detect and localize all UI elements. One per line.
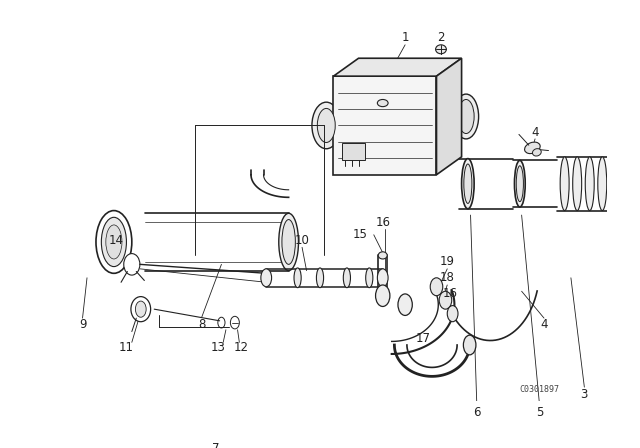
Ellipse shape xyxy=(585,157,594,211)
Bar xyxy=(333,76,436,175)
Ellipse shape xyxy=(461,159,474,209)
Ellipse shape xyxy=(317,108,335,142)
Text: 3: 3 xyxy=(580,388,588,401)
Ellipse shape xyxy=(516,166,524,202)
Ellipse shape xyxy=(458,99,474,134)
Ellipse shape xyxy=(636,151,640,231)
Text: C0301897: C0301897 xyxy=(520,385,559,394)
Text: 4: 4 xyxy=(540,318,548,331)
Ellipse shape xyxy=(454,94,479,139)
Text: 16: 16 xyxy=(375,216,390,229)
Ellipse shape xyxy=(96,211,132,273)
Ellipse shape xyxy=(447,306,458,322)
Ellipse shape xyxy=(365,268,373,288)
Ellipse shape xyxy=(560,157,569,211)
Polygon shape xyxy=(436,58,461,175)
Text: 19: 19 xyxy=(440,255,455,268)
Ellipse shape xyxy=(343,268,351,288)
Text: 5: 5 xyxy=(536,406,543,419)
Ellipse shape xyxy=(464,164,472,203)
Text: 12: 12 xyxy=(234,341,249,354)
Text: 17: 17 xyxy=(415,332,431,345)
Text: 13: 13 xyxy=(211,341,225,354)
Ellipse shape xyxy=(131,297,150,322)
Ellipse shape xyxy=(136,301,146,317)
Ellipse shape xyxy=(261,269,271,287)
Ellipse shape xyxy=(124,254,140,275)
Text: 4: 4 xyxy=(531,126,539,139)
Ellipse shape xyxy=(218,317,225,328)
Ellipse shape xyxy=(611,157,620,211)
Text: 7: 7 xyxy=(212,442,220,448)
Text: 9: 9 xyxy=(79,318,86,331)
Ellipse shape xyxy=(436,45,446,54)
Text: 1: 1 xyxy=(401,31,409,44)
Ellipse shape xyxy=(279,213,298,271)
Bar xyxy=(342,143,365,159)
Ellipse shape xyxy=(282,220,295,264)
Text: 11: 11 xyxy=(119,341,134,354)
Ellipse shape xyxy=(294,268,301,288)
Text: 2: 2 xyxy=(437,31,445,44)
Ellipse shape xyxy=(230,316,239,329)
Text: 16: 16 xyxy=(442,288,458,301)
Ellipse shape xyxy=(573,157,582,211)
Text: 8: 8 xyxy=(198,318,205,331)
Text: 15: 15 xyxy=(353,228,368,241)
Text: 10: 10 xyxy=(294,234,310,247)
Ellipse shape xyxy=(316,268,324,288)
Ellipse shape xyxy=(378,252,387,259)
Ellipse shape xyxy=(598,157,607,211)
Ellipse shape xyxy=(398,294,412,315)
Ellipse shape xyxy=(439,291,452,309)
Text: 18: 18 xyxy=(440,271,454,284)
Ellipse shape xyxy=(430,278,443,296)
Ellipse shape xyxy=(515,160,525,207)
Ellipse shape xyxy=(378,269,388,287)
Polygon shape xyxy=(333,58,461,76)
Ellipse shape xyxy=(376,285,390,306)
Text: 14: 14 xyxy=(108,234,123,247)
Ellipse shape xyxy=(525,142,540,154)
Ellipse shape xyxy=(378,99,388,107)
Text: 6: 6 xyxy=(473,406,481,419)
Ellipse shape xyxy=(532,149,541,156)
Ellipse shape xyxy=(101,217,127,267)
Ellipse shape xyxy=(312,102,340,149)
Ellipse shape xyxy=(106,225,122,259)
Ellipse shape xyxy=(463,335,476,355)
